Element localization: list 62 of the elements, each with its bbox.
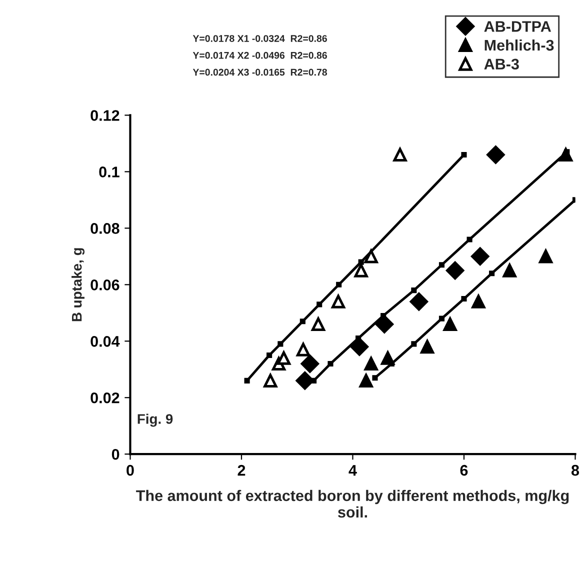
x-tick-label: 8 [571, 464, 580, 476]
point [420, 340, 434, 354]
point [558, 148, 573, 162]
point [300, 354, 320, 373]
y-tick-label: 0.08 [90, 223, 120, 234]
point [364, 250, 378, 264]
point [296, 342, 310, 356]
point [278, 341, 284, 347]
point [375, 315, 394, 334]
y-tick-label: 0.02 [90, 392, 120, 404]
point [300, 318, 306, 324]
legend-label: AB-DTPA [484, 21, 552, 32]
point [354, 264, 368, 278]
point [466, 236, 472, 242]
point [364, 356, 378, 371]
point [244, 378, 250, 384]
point [471, 247, 490, 266]
point [328, 360, 334, 367]
x-tick-label: 6 [460, 464, 468, 476]
point [266, 352, 272, 358]
y-tick-label: 0.06 [90, 280, 120, 290]
text: Y=0.0178 X1 -0.0324 R2=0.86 [192, 35, 327, 42]
point [486, 146, 505, 164]
x-axis-title: The amount of extracted boron by different methods, mg/kg soil. [136, 490, 569, 518]
point [350, 338, 369, 356]
point [461, 152, 467, 158]
point [358, 259, 364, 265]
point [393, 148, 407, 162]
point [438, 262, 445, 268]
point [538, 250, 553, 264]
point [372, 375, 378, 381]
point [502, 264, 516, 278]
point [311, 317, 326, 331]
text: Y=0.0204 X3 -0.0165 R2=0.78 [192, 68, 328, 76]
point [461, 296, 467, 302]
y-tick-label: 0.12 [90, 110, 120, 121]
y-axis-title: B uptake, g [72, 248, 85, 322]
x-tick-label: 4 [348, 465, 357, 476]
point [264, 374, 278, 388]
point [411, 341, 417, 347]
point [443, 317, 457, 331]
point [472, 294, 486, 308]
x-tick-label: 0 [126, 464, 134, 476]
point [276, 351, 291, 365]
point [410, 292, 428, 311]
point [438, 316, 445, 322]
x-tick-label: 2 [238, 464, 246, 476]
text: Y=0.0174 X2 -0.0496 R2=0.86 [192, 52, 327, 59]
y-tick-label: 0 [112, 448, 120, 460]
point [336, 282, 342, 288]
annotation: Fig. 9 [138, 414, 173, 427]
y-tick-label: 0.1 [99, 166, 120, 178]
point [489, 270, 495, 276]
point [359, 374, 373, 388]
point [411, 288, 417, 294]
point [446, 261, 464, 280]
point [380, 351, 395, 365]
point [331, 294, 346, 308]
legend-label: Mehlich-3 [484, 39, 554, 51]
y-tick-label: 0.04 [90, 336, 120, 347]
legend-label: AB-3 [484, 58, 519, 70]
point [316, 302, 322, 308]
